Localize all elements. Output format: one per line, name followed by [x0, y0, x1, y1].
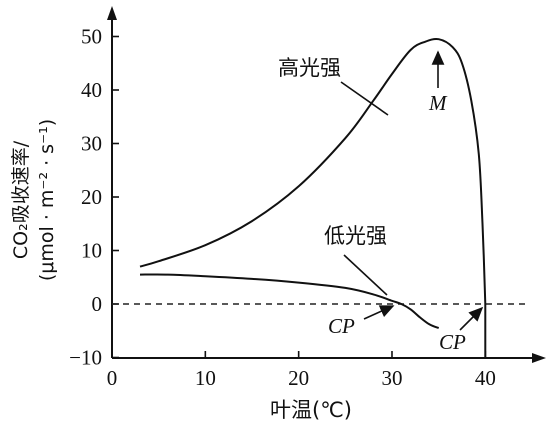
- y-tick-label: 20: [81, 185, 102, 209]
- leader-line-high-light: [340, 81, 389, 116]
- cp-arrow-low-light: [363, 305, 395, 320]
- m-label: M: [428, 91, 448, 115]
- x-tick-label: 20: [288, 366, 309, 390]
- y-axis-label-line2: (μmol · m⁻² · s⁻¹): [36, 119, 58, 281]
- x-tick-label: 40: [475, 366, 496, 390]
- y-tick-label: 30: [81, 132, 102, 156]
- x-tick-label: 10: [195, 366, 216, 390]
- y-tick-label: 50: [81, 25, 102, 49]
- y-tick-label: −10: [69, 346, 102, 370]
- series-line-low-light: [139, 273, 440, 330]
- y-tick-label: 10: [81, 239, 102, 263]
- y-axis-label-line1: CO₂吸收速率/: [10, 140, 32, 259]
- y-tick-label: 40: [81, 78, 102, 102]
- series-label-high-light: 高光强: [278, 56, 341, 80]
- x-tick-label: 30: [381, 366, 402, 390]
- x-axis-label: 叶温(℃): [270, 398, 352, 422]
- series-line-high-light: [139, 37, 487, 358]
- y-axis-arrow: [107, 6, 117, 20]
- cp-label-high-light: CP: [439, 330, 466, 354]
- cp-label-low-light: CP: [328, 314, 355, 338]
- leader-line-low-light: [343, 254, 388, 296]
- series-label-low-light: 低光强: [324, 224, 387, 248]
- y-axis-label: CO₂吸收速率/ (μmol · m⁻² · s⁻¹): [10, 119, 58, 281]
- x-tick-label: 0: [107, 366, 118, 390]
- y-tick-label: 0: [92, 292, 103, 316]
- cp-arrow-high-light: [459, 306, 484, 331]
- x-axis-arrow: [532, 353, 546, 363]
- axis-ticks: [112, 35, 487, 359]
